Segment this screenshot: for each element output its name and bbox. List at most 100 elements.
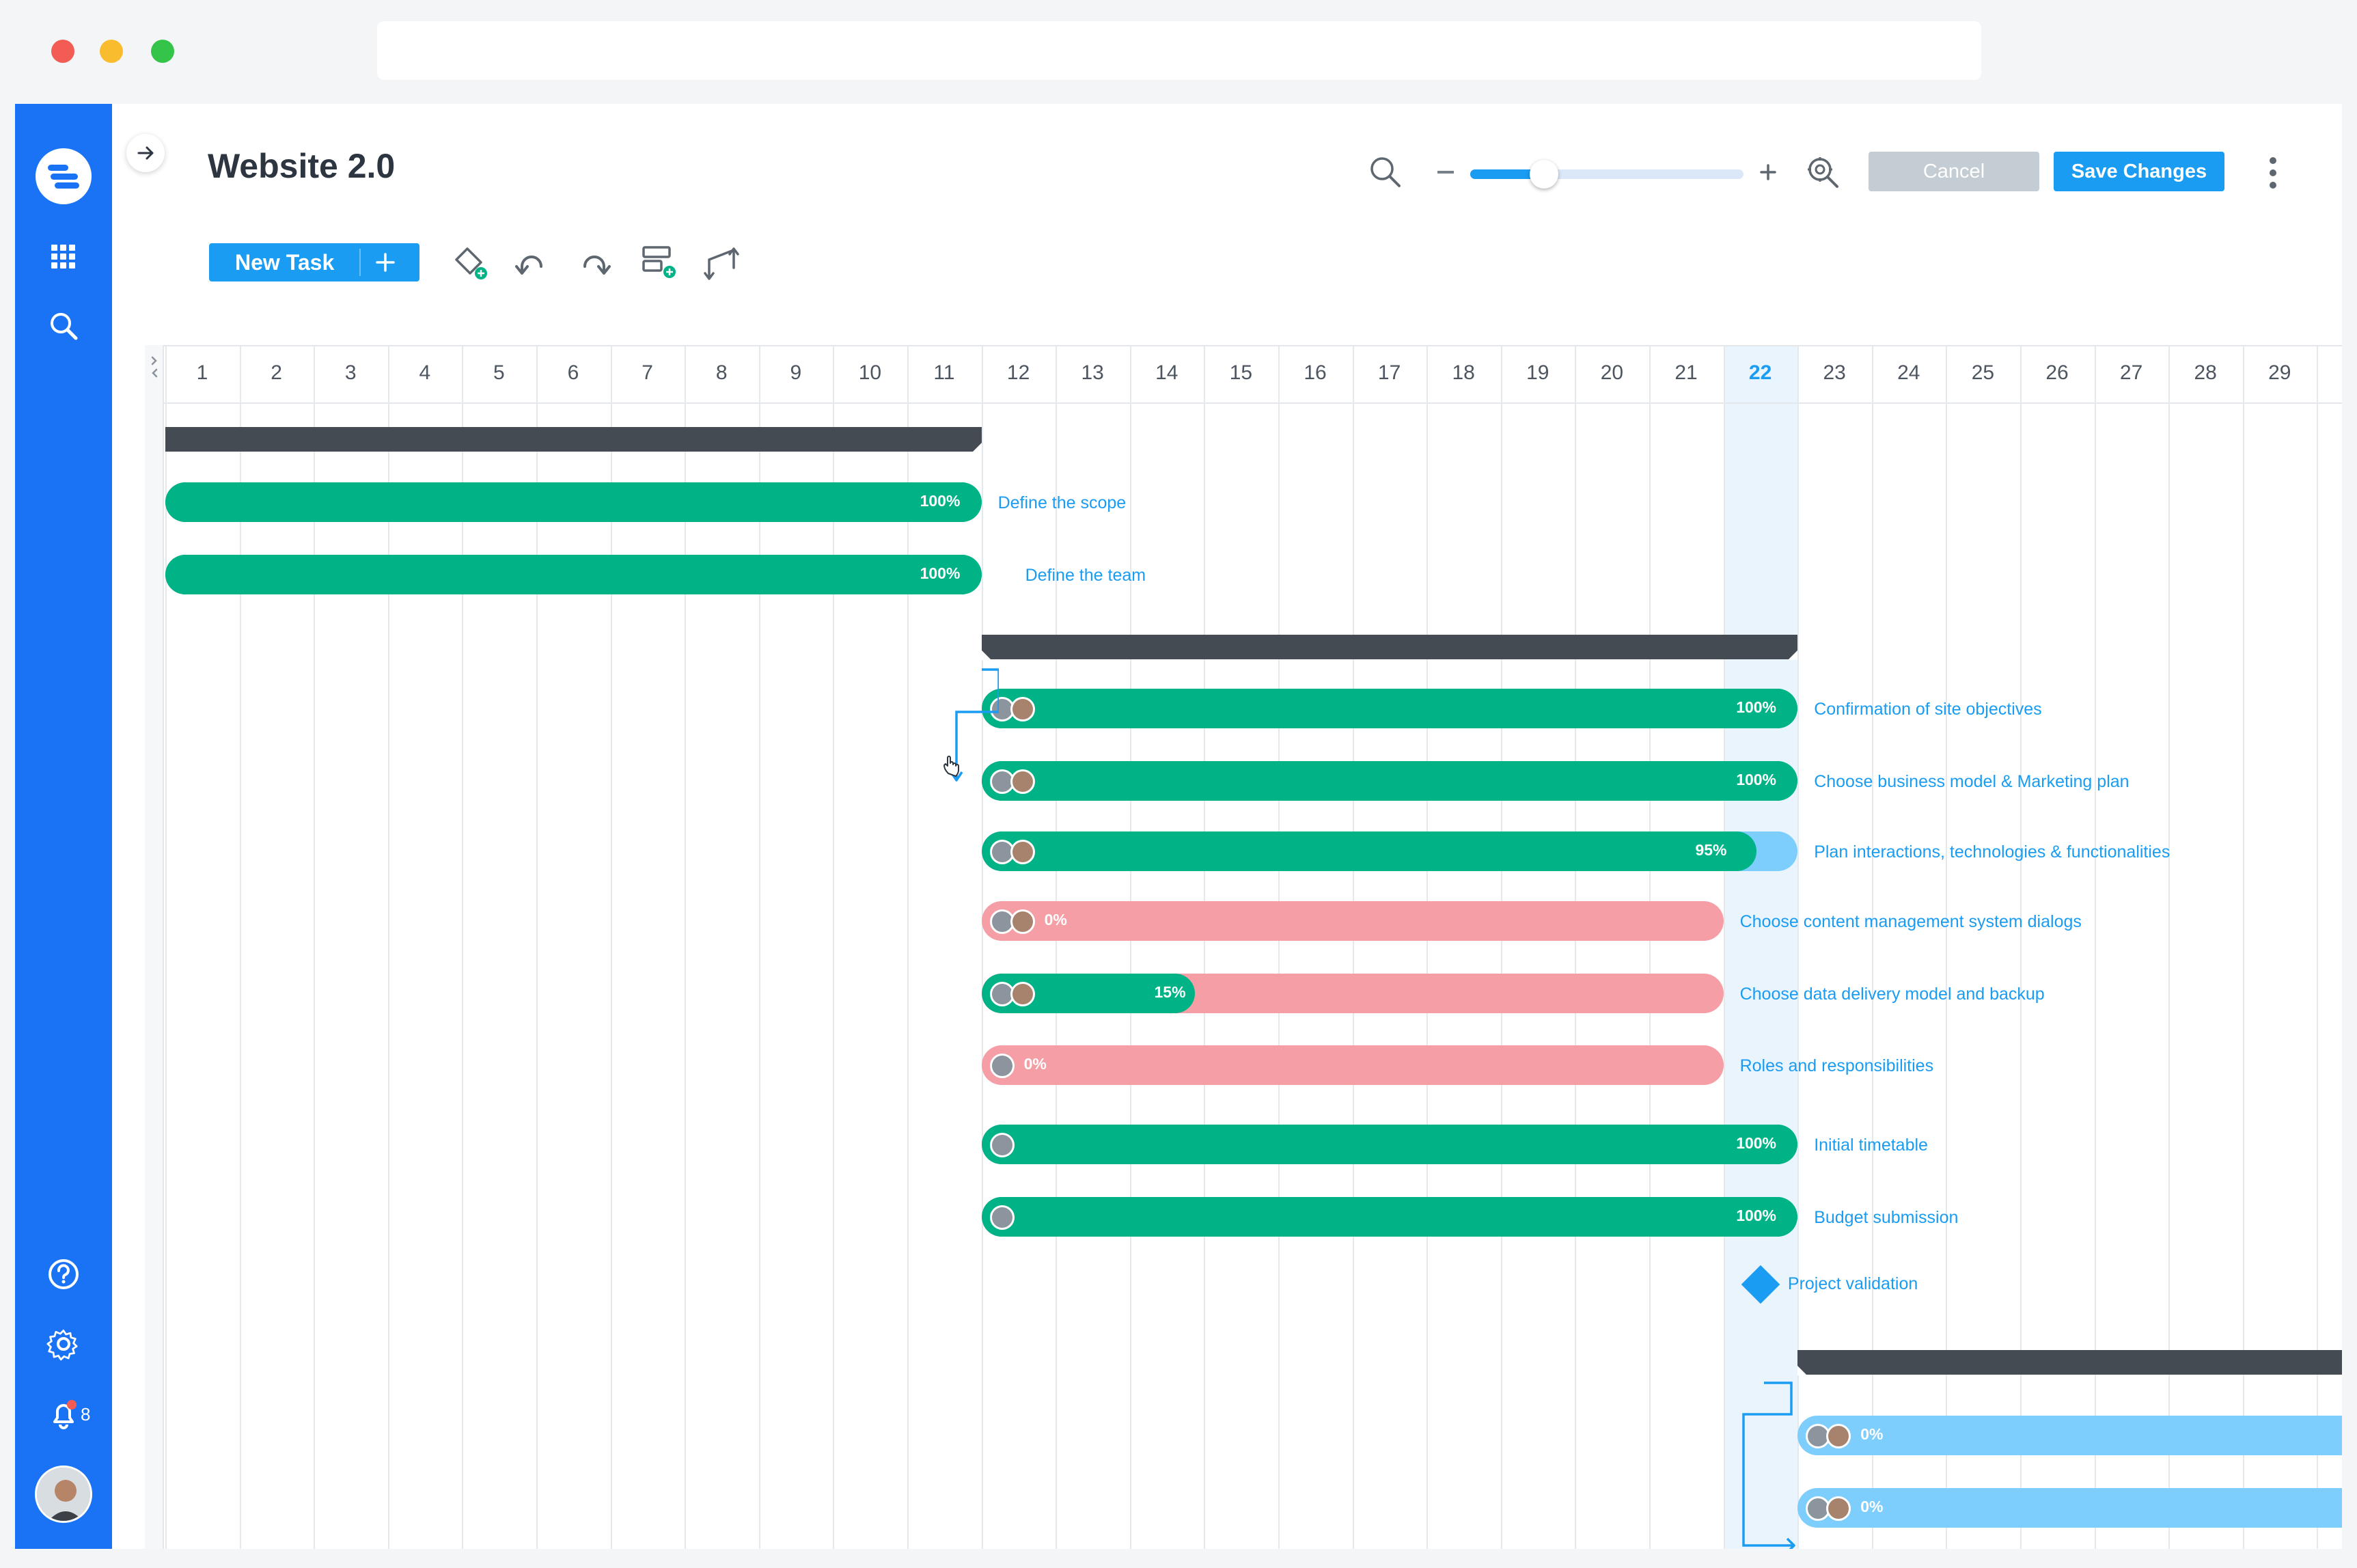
grid-line bbox=[1649, 345, 1651, 1549]
task-label[interactable]: Budget submission bbox=[1814, 1208, 1959, 1227]
app-window: 8 Website 2.0 Cancel Save Changes bbox=[15, 104, 2342, 1549]
window-minimize-dot[interactable] bbox=[100, 40, 123, 63]
task-bar[interactable]: 100% bbox=[981, 1197, 1798, 1237]
task-label[interactable]: Choose data delivery model and backup bbox=[1739, 985, 2045, 1004]
zoom-slider[interactable] bbox=[1470, 160, 1743, 189]
grid-line bbox=[1129, 345, 1131, 1549]
grid-line bbox=[2020, 345, 2022, 1549]
timeline-collapse-strip[interactable] bbox=[145, 345, 164, 1549]
grid-line bbox=[1871, 345, 1873, 1549]
task-label[interactable]: Plan interactions, technologies & functi… bbox=[1814, 842, 2170, 862]
task-label[interactable]: Project validation bbox=[1787, 1274, 1918, 1293]
cancel-button[interactable]: Cancel bbox=[1869, 152, 2039, 191]
task-label[interactable]: Roles and responsibilities bbox=[1739, 1056, 1934, 1075]
chevron-left-right-icon bbox=[151, 356, 158, 378]
task-percent: 0% bbox=[1044, 911, 1067, 929]
task-label[interactable]: Initial timetable bbox=[1814, 1136, 1928, 1155]
expand-panel-button[interactable] bbox=[126, 134, 165, 172]
apps-grid-icon[interactable] bbox=[46, 240, 81, 274]
avatar bbox=[989, 1054, 1015, 1078]
day-7: 7 bbox=[642, 361, 653, 384]
dependency-link-icon[interactable] bbox=[701, 243, 742, 284]
task-bar[interactable]: 100% bbox=[981, 689, 1798, 728]
plus-icon bbox=[376, 253, 395, 272]
task-percent: 100% bbox=[1736, 771, 1777, 788]
task-label[interactable]: Choose content management system dialogs bbox=[1739, 912, 2082, 931]
day-19: 19 bbox=[1526, 361, 1549, 384]
avatar bbox=[1010, 982, 1035, 1006]
day-29: 29 bbox=[2268, 361, 2291, 384]
settings-gear-icon[interactable] bbox=[46, 1327, 81, 1361]
zoom-out-button[interactable] bbox=[1437, 171, 1454, 174]
task-bar[interactable]: 15% bbox=[981, 974, 1724, 1013]
day-8: 8 bbox=[715, 361, 728, 384]
day-17: 17 bbox=[1377, 361, 1401, 384]
day-18: 18 bbox=[1452, 361, 1475, 384]
zoom-in-button[interactable] bbox=[1754, 159, 1782, 186]
task-bar[interactable]: 95% bbox=[981, 831, 1798, 871]
task-bar[interactable]: 100% bbox=[165, 482, 982, 522]
task-bar[interactable]: 100% bbox=[981, 1125, 1798, 1164]
task-progress-fill bbox=[981, 689, 1798, 728]
user-avatar[interactable] bbox=[35, 1466, 92, 1523]
task-bar[interactable]: 0% bbox=[981, 901, 1724, 941]
paint-bucket-icon[interactable] bbox=[450, 242, 493, 286]
group-summary-bar[interactable] bbox=[1797, 1350, 2342, 1375]
task-percent: 0% bbox=[1860, 1425, 1884, 1443]
day-12: 12 bbox=[1006, 361, 1030, 384]
zoom-slider-handle[interactable] bbox=[1530, 160, 1558, 189]
grid-line bbox=[2168, 345, 2170, 1549]
day-16: 16 bbox=[1304, 361, 1327, 384]
task-label[interactable]: Define the scope bbox=[997, 493, 1127, 512]
task-progress-fill bbox=[981, 1197, 1798, 1237]
task-bar[interactable]: 100% bbox=[165, 555, 982, 594]
more-options-icon[interactable] bbox=[2266, 154, 2280, 191]
arrow-right-icon bbox=[137, 146, 154, 160]
day-21: 21 bbox=[1674, 361, 1698, 384]
day-27: 27 bbox=[2119, 361, 2143, 384]
window-maximize-dot[interactable] bbox=[151, 40, 174, 63]
day-14: 14 bbox=[1155, 361, 1178, 384]
day-11: 11 bbox=[933, 361, 955, 384]
task-bar[interactable]: 0% bbox=[1797, 1416, 2342, 1455]
avatar bbox=[1826, 1496, 1851, 1521]
task-bar[interactable]: 0% bbox=[981, 1045, 1724, 1085]
task-percent: 0% bbox=[1023, 1055, 1047, 1073]
save-changes-button[interactable]: Save Changes bbox=[2054, 152, 2224, 191]
app-logo[interactable] bbox=[36, 148, 92, 204]
day-23: 23 bbox=[1823, 361, 1846, 384]
grid-line bbox=[1575, 345, 1577, 1549]
task-label[interactable]: Define the team bbox=[1025, 566, 1146, 585]
search-icon[interactable] bbox=[1366, 153, 1405, 191]
avatar bbox=[1010, 840, 1035, 864]
sidebar-search-icon[interactable] bbox=[46, 309, 81, 343]
day-25: 25 bbox=[1971, 361, 1995, 384]
notifications-bell-icon[interactable] bbox=[46, 1397, 81, 1431]
task-bar[interactable]: 0% bbox=[1797, 1488, 2342, 1528]
window-close-dot[interactable] bbox=[51, 40, 74, 63]
grid-line bbox=[833, 345, 835, 1549]
address-bar[interactable] bbox=[377, 21, 1981, 80]
grid-line bbox=[1056, 345, 1058, 1549]
grid-line bbox=[387, 345, 389, 1549]
redo-icon[interactable] bbox=[573, 246, 614, 284]
task-progress-fill bbox=[981, 1125, 1798, 1164]
group-summary-bar[interactable] bbox=[981, 635, 1798, 660]
grid-line bbox=[462, 345, 464, 1549]
add-subtask-icon[interactable] bbox=[638, 240, 682, 284]
zoom-to-fit-icon[interactable] bbox=[1804, 153, 1843, 193]
group-summary-bar[interactable] bbox=[165, 427, 982, 452]
help-icon[interactable] bbox=[46, 1257, 81, 1291]
task-label[interactable]: Choose business model & Marketing plan bbox=[1814, 772, 2129, 791]
sidebar: 8 bbox=[15, 104, 112, 1549]
grid-line bbox=[314, 345, 316, 1549]
task-label[interactable]: Confirmation of site objectives bbox=[1814, 700, 2042, 719]
task-percent: 0% bbox=[1860, 1498, 1884, 1515]
new-task-button[interactable]: New Task bbox=[209, 243, 419, 281]
task-bar[interactable]: 100% bbox=[981, 761, 1798, 801]
grid-line bbox=[1426, 345, 1429, 1549]
grid-line bbox=[239, 345, 241, 1549]
undo-icon[interactable] bbox=[512, 246, 553, 284]
avatar bbox=[989, 1205, 1015, 1230]
day-26: 26 bbox=[2045, 361, 2069, 384]
